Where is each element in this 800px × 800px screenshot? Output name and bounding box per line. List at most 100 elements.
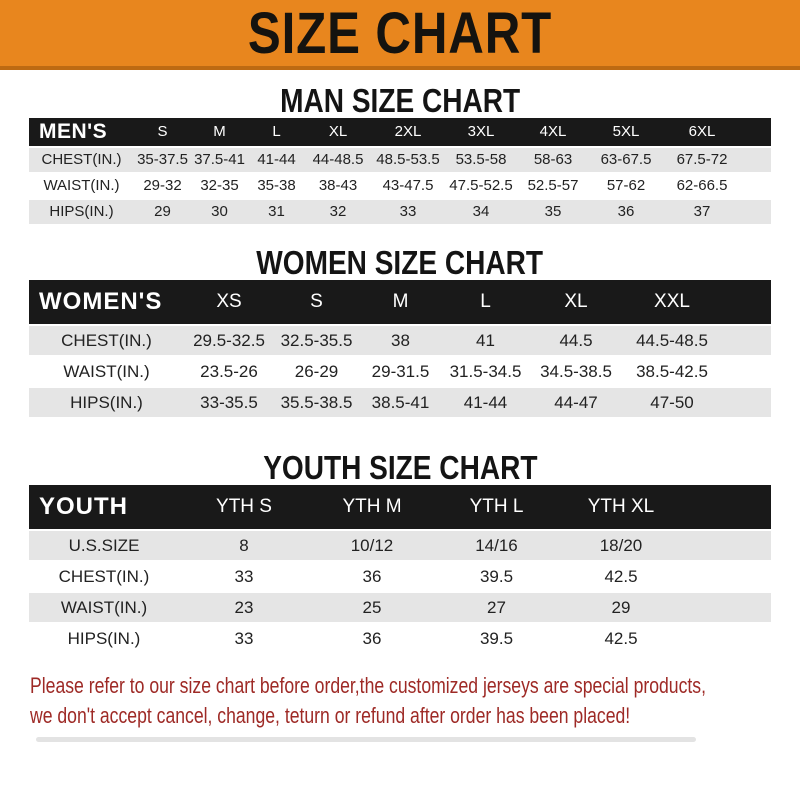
women-row-spacer: [721, 326, 771, 357]
men-row-label: WAIST(IN.): [29, 174, 134, 200]
youth-cell-value: 10/12: [309, 531, 435, 562]
men-cell-value: 36: [589, 200, 663, 226]
banner-title: SIZE CHART: [247, 0, 553, 66]
youth-table-row: U.S.SIZE 8 10/12 14/16 18/20: [29, 531, 771, 562]
youth-cell-value: 42.5: [558, 562, 684, 593]
youth-cell-value: 14/16: [435, 531, 558, 562]
youth-header-label: YOUTH: [29, 485, 179, 531]
women-row-label: WAIST(IN.): [29, 357, 184, 388]
youth-cell-value: 23: [179, 593, 309, 624]
women-table-row: CHEST(IN.) 29.5-32.5 32.5-35.5 38 41 44.5 44.5…: [29, 326, 771, 357]
men-header-spacer: [741, 118, 771, 148]
women-column-header: XS: [184, 280, 274, 326]
women-cell-value: 29-31.5: [359, 357, 442, 388]
men-cell-value: 52.5-57: [517, 174, 589, 200]
men-cell-value: 30: [191, 200, 248, 226]
men-cell-value: 41-44: [248, 148, 305, 174]
bottom-divider: [36, 737, 696, 742]
women-cell-value: 38.5-41: [359, 388, 442, 419]
youth-table-header: YOUTH YTH S YTH M YTH L YTH XL: [29, 485, 771, 531]
youth-table-body: U.S.SIZE 8 10/12 14/16 18/20 CHEST(IN.) 33 36 39…: [29, 531, 771, 655]
women-cell-value: 44-47: [529, 388, 623, 419]
youth-cell-value: 33: [179, 562, 309, 593]
men-cell-value: 37: [663, 200, 741, 226]
men-column-header: 5XL: [589, 118, 663, 148]
women-cell-value: 23.5-26: [184, 357, 274, 388]
women-cell-value: 33-35.5: [184, 388, 274, 419]
disclaimer-line-2: we don't accept cancel, change, teturn o…: [30, 703, 631, 728]
men-cell-value: 35-37.5: [134, 148, 191, 174]
men-row-spacer: [741, 148, 771, 174]
youth-row-spacer: [684, 624, 771, 655]
youth-cell-value: 39.5: [435, 624, 558, 655]
men-cell-value: 29: [134, 200, 191, 226]
disclaimer-line-1: Please refer to our size chart before or…: [30, 673, 706, 698]
men-cell-value: 47.5-52.5: [445, 174, 517, 200]
youth-cell-value: 29: [558, 593, 684, 624]
men-heading-text: MAN SIZE CHART: [280, 82, 520, 119]
youth-cell-value: 27: [435, 593, 558, 624]
women-cell-value: 47-50: [623, 388, 721, 419]
women-column-header: S: [274, 280, 359, 326]
women-table-row: HIPS(IN.) 33-35.5 35.5-38.5 38.5-41 41-44 44-…: [29, 388, 771, 419]
men-cell-value: 44-48.5: [305, 148, 371, 174]
women-row-label: HIPS(IN.): [29, 388, 184, 419]
youth-row-spacer: [684, 531, 771, 562]
women-cell-value: 26-29: [274, 357, 359, 388]
men-column-header: 6XL: [663, 118, 741, 148]
women-cell-value: 38: [359, 326, 442, 357]
women-cell-value: 41: [442, 326, 529, 357]
women-section-heading: WOMEN SIZE CHART: [0, 246, 800, 280]
youth-row-label: WAIST(IN.): [29, 593, 179, 624]
youth-table-row: CHEST(IN.) 33 36 39.5 42.5: [29, 562, 771, 593]
youth-cell-value: 42.5: [558, 624, 684, 655]
women-cell-value: 31.5-34.5: [442, 357, 529, 388]
youth-table-row: HIPS(IN.) 33 36 39.5 42.5: [29, 624, 771, 655]
men-column-header: 2XL: [371, 118, 445, 148]
men-column-header: S: [134, 118, 191, 148]
women-column-header: L: [442, 280, 529, 326]
men-row-label: CHEST(IN.): [29, 148, 134, 174]
men-row-spacer: [741, 174, 771, 200]
men-table-header: MEN'S S M L XL 2XL 3XL 4XL 5XL 6XL: [29, 118, 771, 148]
men-header-row: MEN'S S M L XL 2XL 3XL 4XL 5XL 6XL: [29, 118, 771, 148]
women-cell-value: 41-44: [442, 388, 529, 419]
men-cell-value: 31: [248, 200, 305, 226]
men-cell-value: 37.5-41: [191, 148, 248, 174]
men-table-row: HIPS(IN.) 29 30 31 32 33 34 35 36 37: [29, 200, 771, 226]
men-cell-value: 58-63: [517, 148, 589, 174]
women-heading-text: WOMEN SIZE CHART: [256, 244, 544, 281]
women-row-spacer: [721, 388, 771, 419]
youth-row-label: CHEST(IN.): [29, 562, 179, 593]
men-cell-value: 38-43: [305, 174, 371, 200]
men-cell-value: 67.5-72: [663, 148, 741, 174]
women-header-row: WOMEN'S XS S M L XL XXL: [29, 280, 771, 326]
women-column-header: XL: [529, 280, 623, 326]
youth-cell-value: 18/20: [558, 531, 684, 562]
youth-section-heading: YOUTH SIZE CHART: [0, 451, 800, 485]
men-size-table: MEN'S S M L XL 2XL 3XL 4XL 5XL 6XL CHEST(IN.) 35-3…: [29, 118, 771, 226]
youth-cell-value: 8: [179, 531, 309, 562]
men-table-row: WAIST(IN.) 29-32 32-35 35-38 38-43 43-47.5 47.…: [29, 174, 771, 200]
youth-header-spacer: [684, 485, 771, 531]
men-cell-value: 29-32: [134, 174, 191, 200]
men-header-label: MEN'S: [29, 118, 134, 148]
women-column-header: XXL: [623, 280, 721, 326]
men-cell-value: 57-62: [589, 174, 663, 200]
men-column-header: XL: [305, 118, 371, 148]
men-cell-value: 62-66.5: [663, 174, 741, 200]
women-cell-value: 35.5-38.5: [274, 388, 359, 419]
women-cell-value: 34.5-38.5: [529, 357, 623, 388]
women-header-spacer: [721, 280, 771, 326]
men-column-header: L: [248, 118, 305, 148]
youth-cell-value: 39.5: [435, 562, 558, 593]
men-row-label: HIPS(IN.): [29, 200, 134, 226]
youth-column-header: YTH XL: [558, 485, 684, 531]
men-cell-value: 34: [445, 200, 517, 226]
women-cell-value: 38.5-42.5: [623, 357, 721, 388]
women-table-row: WAIST(IN.) 23.5-26 26-29 29-31.5 31.5-34.5 34…: [29, 357, 771, 388]
men-cell-value: 63-67.5: [589, 148, 663, 174]
youth-cell-value: 33: [179, 624, 309, 655]
men-cell-value: 43-47.5: [371, 174, 445, 200]
youth-header-row: YOUTH YTH S YTH M YTH L YTH XL: [29, 485, 771, 531]
